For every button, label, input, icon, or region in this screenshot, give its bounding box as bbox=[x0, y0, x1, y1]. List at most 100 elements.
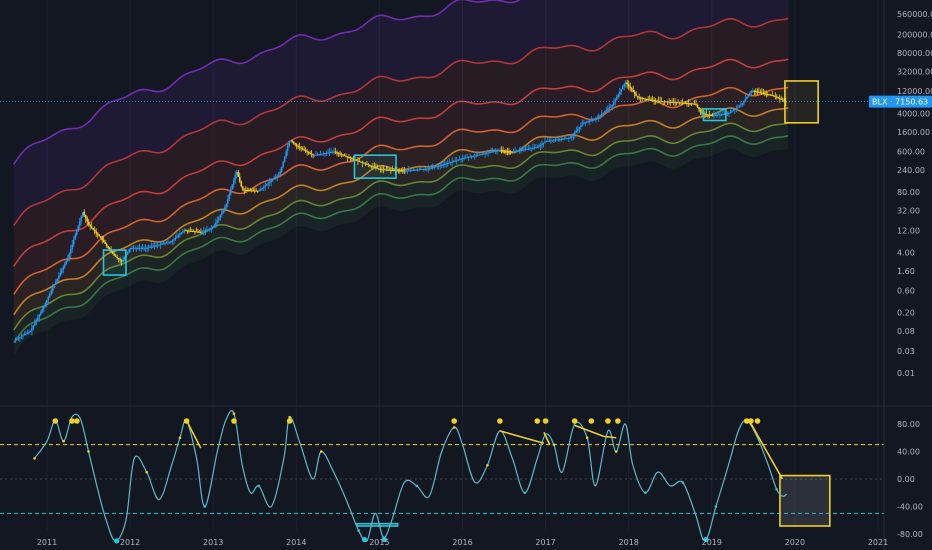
candle-body bbox=[92, 228, 95, 230]
trend-2012 bbox=[185, 420, 202, 449]
box-2019-bottom bbox=[702, 108, 727, 122]
candle-body bbox=[113, 253, 115, 256]
trend-2017a bbox=[543, 431, 551, 445]
peak-marker bbox=[571, 418, 578, 424]
candle-body bbox=[393, 170, 395, 172]
candle-body bbox=[669, 101, 672, 103]
candle-body bbox=[503, 150, 506, 152]
candle-body bbox=[412, 169, 415, 171]
candle-body bbox=[642, 98, 645, 100]
candle-body bbox=[131, 247, 133, 249]
candle-body bbox=[437, 165, 440, 167]
candle-body bbox=[439, 165, 442, 167]
candle-body bbox=[198, 231, 201, 233]
candle-body bbox=[80, 216, 83, 222]
osc-point bbox=[62, 439, 65, 443]
candle-body bbox=[572, 134, 575, 137]
candle-body bbox=[17, 337, 20, 339]
candle-body bbox=[784, 101, 787, 103]
candle-body bbox=[614, 99, 617, 103]
candle-body bbox=[711, 115, 714, 117]
candle-body bbox=[164, 242, 166, 244]
candle-body bbox=[699, 109, 702, 112]
candle-body bbox=[752, 90, 754, 92]
candle-body bbox=[728, 113, 730, 115]
candle-body bbox=[55, 281, 57, 285]
candle-body bbox=[565, 138, 567, 140]
candle-body bbox=[442, 164, 445, 166]
candle-body bbox=[547, 140, 549, 142]
band-1-line bbox=[13, 0, 521, 165]
candle-body bbox=[406, 170, 409, 172]
main-y-tick: 600.00 bbox=[897, 148, 925, 157]
candle-body bbox=[364, 163, 367, 165]
candle-body bbox=[276, 175, 278, 177]
candle-body bbox=[370, 165, 373, 167]
candle-body bbox=[729, 112, 732, 114]
candle-body bbox=[49, 293, 51, 297]
peak-marker bbox=[605, 418, 611, 424]
candle-body bbox=[230, 189, 232, 195]
candle-body bbox=[84, 215, 87, 219]
candle-body bbox=[373, 166, 376, 168]
candle-body bbox=[321, 153, 323, 155]
candle-body bbox=[599, 115, 602, 117]
candle-body bbox=[122, 259, 124, 262]
candle-body bbox=[734, 109, 736, 111]
candle-body bbox=[744, 99, 747, 102]
candle-body bbox=[654, 100, 657, 102]
candle-body bbox=[738, 106, 741, 108]
candle-body bbox=[399, 170, 401, 172]
candle-body bbox=[732, 110, 735, 112]
candle-body bbox=[502, 150, 504, 152]
candle-body bbox=[461, 158, 464, 160]
candle-body bbox=[411, 170, 413, 172]
candle-body bbox=[310, 153, 313, 155]
band-4-line bbox=[13, 86, 789, 295]
candle-body bbox=[524, 149, 527, 151]
candle-body bbox=[723, 113, 726, 115]
candle-body bbox=[575, 130, 578, 133]
candle-body bbox=[433, 166, 436, 168]
candle-body bbox=[551, 140, 554, 142]
candle-body bbox=[581, 123, 584, 126]
oscillator-pane bbox=[0, 410, 884, 544]
candle-body bbox=[231, 184, 234, 190]
candle-body bbox=[313, 154, 316, 156]
candle-body bbox=[603, 111, 606, 113]
candle-body bbox=[46, 299, 48, 304]
candle-body bbox=[183, 230, 186, 232]
osc-y-tick: -40.00 bbox=[897, 503, 923, 512]
candle-body bbox=[59, 272, 62, 276]
candle-body bbox=[781, 99, 784, 101]
candle-body bbox=[720, 114, 723, 116]
candle-body bbox=[244, 189, 247, 191]
candle-body bbox=[331, 151, 334, 153]
candle-body bbox=[65, 261, 68, 265]
candle-body bbox=[69, 248, 72, 254]
candle-body bbox=[315, 154, 317, 156]
peak-marker bbox=[743, 418, 750, 424]
candle-body bbox=[126, 252, 129, 255]
candle-body bbox=[606, 108, 609, 111]
candle-body bbox=[146, 247, 148, 249]
candle-body bbox=[221, 212, 223, 216]
candle-body bbox=[325, 152, 328, 154]
candle-body bbox=[259, 189, 262, 191]
candle-body bbox=[681, 102, 684, 104]
candle-body bbox=[267, 183, 270, 185]
candle-body bbox=[279, 171, 281, 175]
candle-body bbox=[277, 174, 280, 176]
candle-body bbox=[416, 169, 419, 171]
candle-body bbox=[690, 103, 693, 105]
candle-body bbox=[400, 170, 403, 172]
last-price-label-bg bbox=[869, 95, 932, 108]
candle-body bbox=[427, 168, 430, 170]
peak-marker bbox=[451, 418, 457, 424]
candle-body bbox=[472, 155, 474, 157]
candle-body bbox=[627, 84, 630, 87]
x-tick: 2019 bbox=[702, 538, 722, 547]
band-3-fill bbox=[13, 59, 789, 295]
candle-body bbox=[173, 239, 175, 241]
